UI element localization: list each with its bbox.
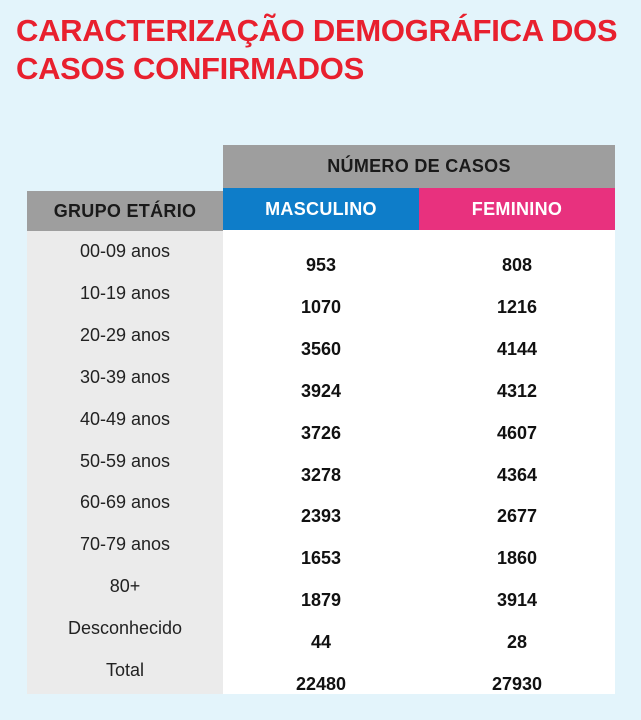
male-cases-cell: 1879 bbox=[300, 590, 342, 611]
female-cases-cell: 28 bbox=[506, 632, 528, 653]
age-group-cell: 50-59 anos bbox=[79, 450, 171, 471]
female-cases-cell: 4312 bbox=[496, 380, 538, 401]
page-title: CARACTERIZAÇÃO DEMOGRÁFICA DOS CASOS CON… bbox=[16, 12, 626, 88]
values-background bbox=[223, 230, 615, 694]
female-cases-cell: 27930 bbox=[491, 674, 543, 694]
male-cases-cell: 3560 bbox=[300, 338, 342, 359]
title-line-1: CARACTERIZAÇÃO DEMOGRÁFICA DOS bbox=[16, 13, 618, 48]
female-cases-cell: 808 bbox=[501, 255, 533, 275]
male-header: MASCULINO bbox=[223, 188, 419, 230]
female-cases-cell: 1860 bbox=[496, 548, 538, 569]
female-cases-cell: 4144 bbox=[496, 338, 538, 359]
age-group-cell: 00-09 anos bbox=[79, 241, 171, 261]
age-group-cell: 10-19 anos bbox=[79, 282, 171, 303]
title-line-2: CASOS CONFIRMADOS bbox=[16, 51, 364, 86]
male-cases-cell: 1653 bbox=[300, 548, 342, 569]
male-cases-cell: 3924 bbox=[300, 380, 342, 401]
female-cases-cell: 1216 bbox=[496, 296, 538, 317]
female-cases-cell: 3914 bbox=[496, 590, 538, 611]
female-cases-cell: 2677 bbox=[496, 506, 538, 527]
age-group-cell: 40-49 anos bbox=[79, 408, 171, 429]
age-group-cell: Desconhecido bbox=[67, 618, 183, 639]
female-header: FEMININO bbox=[419, 188, 615, 230]
male-cases-cell: 44 bbox=[310, 632, 332, 653]
male-cases-cell: 953 bbox=[305, 255, 337, 275]
age-group-cell: Total bbox=[105, 660, 145, 680]
male-cases-cell: 2393 bbox=[300, 506, 342, 527]
age-column-background bbox=[27, 231, 223, 694]
male-cases-cell: 22480 bbox=[295, 674, 347, 694]
female-cases-cell: 4607 bbox=[496, 422, 538, 443]
age-group-cell: 20-29 anos bbox=[79, 324, 171, 345]
age-group-header: GRUPO ETÁRIO bbox=[27, 191, 223, 231]
age-group-cell: 60-69 anos bbox=[79, 492, 171, 513]
age-group-cell: 70-79 anos bbox=[79, 534, 171, 555]
male-cases-cell: 1070 bbox=[300, 296, 342, 317]
male-cases-cell: 3726 bbox=[300, 422, 342, 443]
female-cases-cell: 4364 bbox=[496, 464, 538, 485]
number-of-cases-header: NÚMERO DE CASOS bbox=[223, 145, 615, 188]
age-group-cell: 30-39 anos bbox=[79, 366, 171, 387]
male-cases-cell: 3278 bbox=[300, 464, 342, 485]
age-group-cell: 80+ bbox=[109, 576, 141, 597]
